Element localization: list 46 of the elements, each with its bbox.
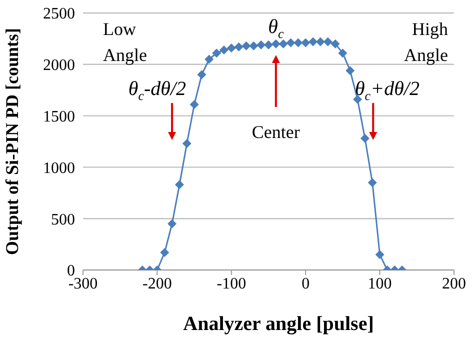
point	[294, 38, 303, 48]
point	[256, 40, 266, 50]
point	[204, 54, 214, 64]
point	[353, 94, 362, 104]
point	[168, 219, 177, 228]
annotation: θ$_{c}$-dθ/2	[128, 78, 186, 103]
point	[323, 37, 332, 46]
point	[360, 134, 370, 143]
annotation: θ$_{c}$	[268, 16, 284, 41]
point	[190, 100, 199, 109]
y-tick-label: 2000	[43, 57, 75, 74]
point	[242, 41, 251, 50]
x-tick-label: 200	[442, 275, 466, 292]
point	[219, 46, 228, 55]
point	[278, 39, 288, 48]
annotation: θ$_{c}$+dθ/2	[354, 78, 420, 103]
point	[234, 42, 244, 52]
annotation: High Angle	[404, 19, 448, 65]
x-tick-label: 100	[368, 275, 392, 292]
point	[264, 40, 273, 50]
x-axis-title: Analyzer angle [pulse]	[183, 313, 374, 335]
y-tick-label: 1500	[43, 108, 75, 126]
point	[197, 70, 206, 80]
point	[316, 37, 325, 46]
annotation: Center	[252, 122, 300, 142]
point	[301, 38, 310, 48]
annotation: Low Angle	[103, 19, 147, 65]
point	[271, 39, 280, 48]
point	[368, 178, 377, 188]
x-tick-label: -100	[216, 275, 246, 292]
point	[174, 180, 184, 190]
x-tick-label: 0	[302, 275, 310, 292]
point	[182, 139, 192, 148]
y-tick-label: 2500	[43, 6, 75, 23]
point	[212, 48, 222, 58]
y-axis-title: Output of Si-PIN PD [counts]	[2, 28, 22, 256]
point	[346, 66, 355, 76]
point	[338, 48, 348, 58]
point	[286, 38, 296, 48]
y-tick-label: 1000	[43, 160, 75, 177]
x-tick-label: -200	[142, 275, 172, 292]
point	[308, 37, 318, 46]
point	[249, 41, 258, 50]
point	[330, 39, 340, 48]
point	[226, 43, 236, 52]
y-tick-label: 500	[51, 211, 75, 228]
